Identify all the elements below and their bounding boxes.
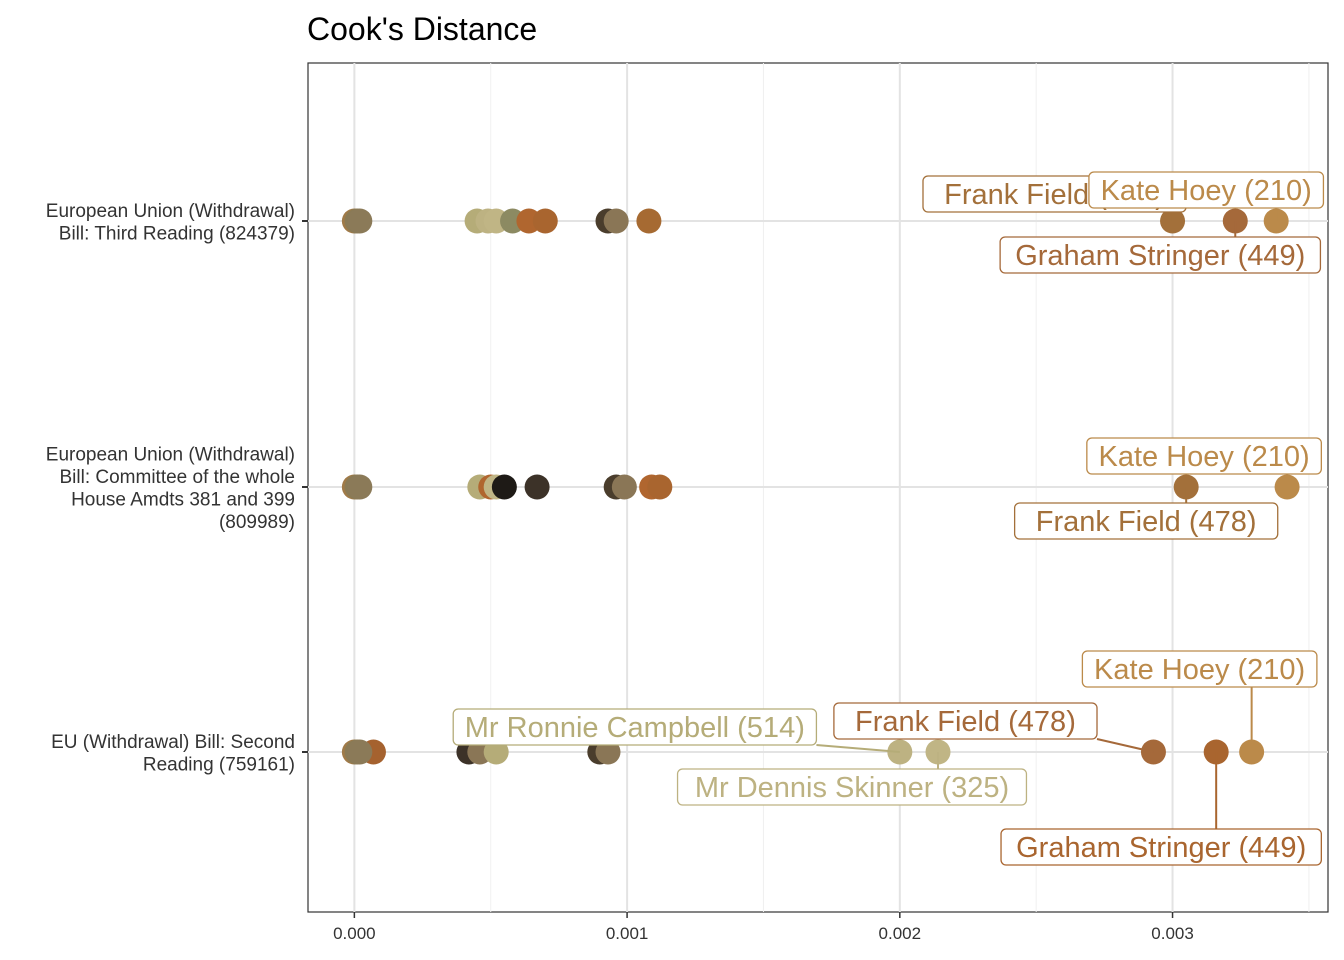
annotation-label: Kate Hoey (210) (1094, 654, 1305, 686)
annotation-box (452, 708, 818, 746)
annotation-label: Graham Stringer (449) (1016, 832, 1306, 864)
data-point (524, 474, 550, 500)
data-point (595, 739, 621, 765)
axis-ticks: 0.000 0.001 0.002 0.003 (302, 220, 1194, 943)
point-annotations: Frank Field (478) Kate Hoey (210) Graham S… (452, 171, 1325, 866)
annotation-connector (816, 744, 900, 753)
category-label: EU (Withdrawal) Bill: Second Reading (759… (51, 732, 295, 776)
x-tick-label: 0.003 (1151, 924, 1194, 943)
annotation-box (999, 236, 1322, 274)
category-labels: European Union (Withdrawal) Bill: Third R… (46, 201, 295, 776)
annotation-box (1086, 437, 1322, 475)
x-tick-label: 0.001 (606, 924, 649, 943)
x-tick-label: 0.000 (333, 924, 376, 943)
data-point (647, 474, 673, 500)
annotation-box (1013, 502, 1279, 540)
data-point (532, 208, 558, 234)
data-point (347, 208, 373, 234)
data-points (341, 208, 1300, 765)
annotation-box (1000, 828, 1322, 866)
chart-title: Cook's Distance (307, 11, 537, 47)
data-point (491, 474, 517, 500)
data-point (611, 474, 637, 500)
annotation-label: Mr Dennis Skinner (325) (695, 772, 1009, 804)
annotation-connector (1096, 738, 1154, 753)
data-point (347, 474, 373, 500)
data-point (636, 208, 662, 234)
annotation-label: Frank Field (478) (1036, 506, 1257, 538)
annotation-box (833, 702, 1098, 740)
data-point (483, 739, 509, 765)
annotation-label: Kate Hoey (210) (1101, 175, 1312, 207)
annotation-label: Frank Field (478) (855, 706, 1076, 738)
annotation-label: Kate Hoey (210) (1099, 441, 1310, 473)
category-label: European Union (Withdrawal) Bill: Third R… (46, 201, 295, 245)
annotation-box (1081, 650, 1318, 688)
annotation-box (676, 768, 1028, 806)
x-tick-label: 0.002 (879, 924, 922, 943)
data-point (347, 739, 373, 765)
data-point (603, 208, 629, 234)
annotation-label: Graham Stringer (449) (1015, 240, 1305, 272)
category-label: European Union (Withdrawal) Bill: Committ… (46, 444, 295, 533)
annotation-label: Mr Ronnie Campbell (514) (465, 712, 805, 744)
annotation-box (1088, 171, 1325, 209)
